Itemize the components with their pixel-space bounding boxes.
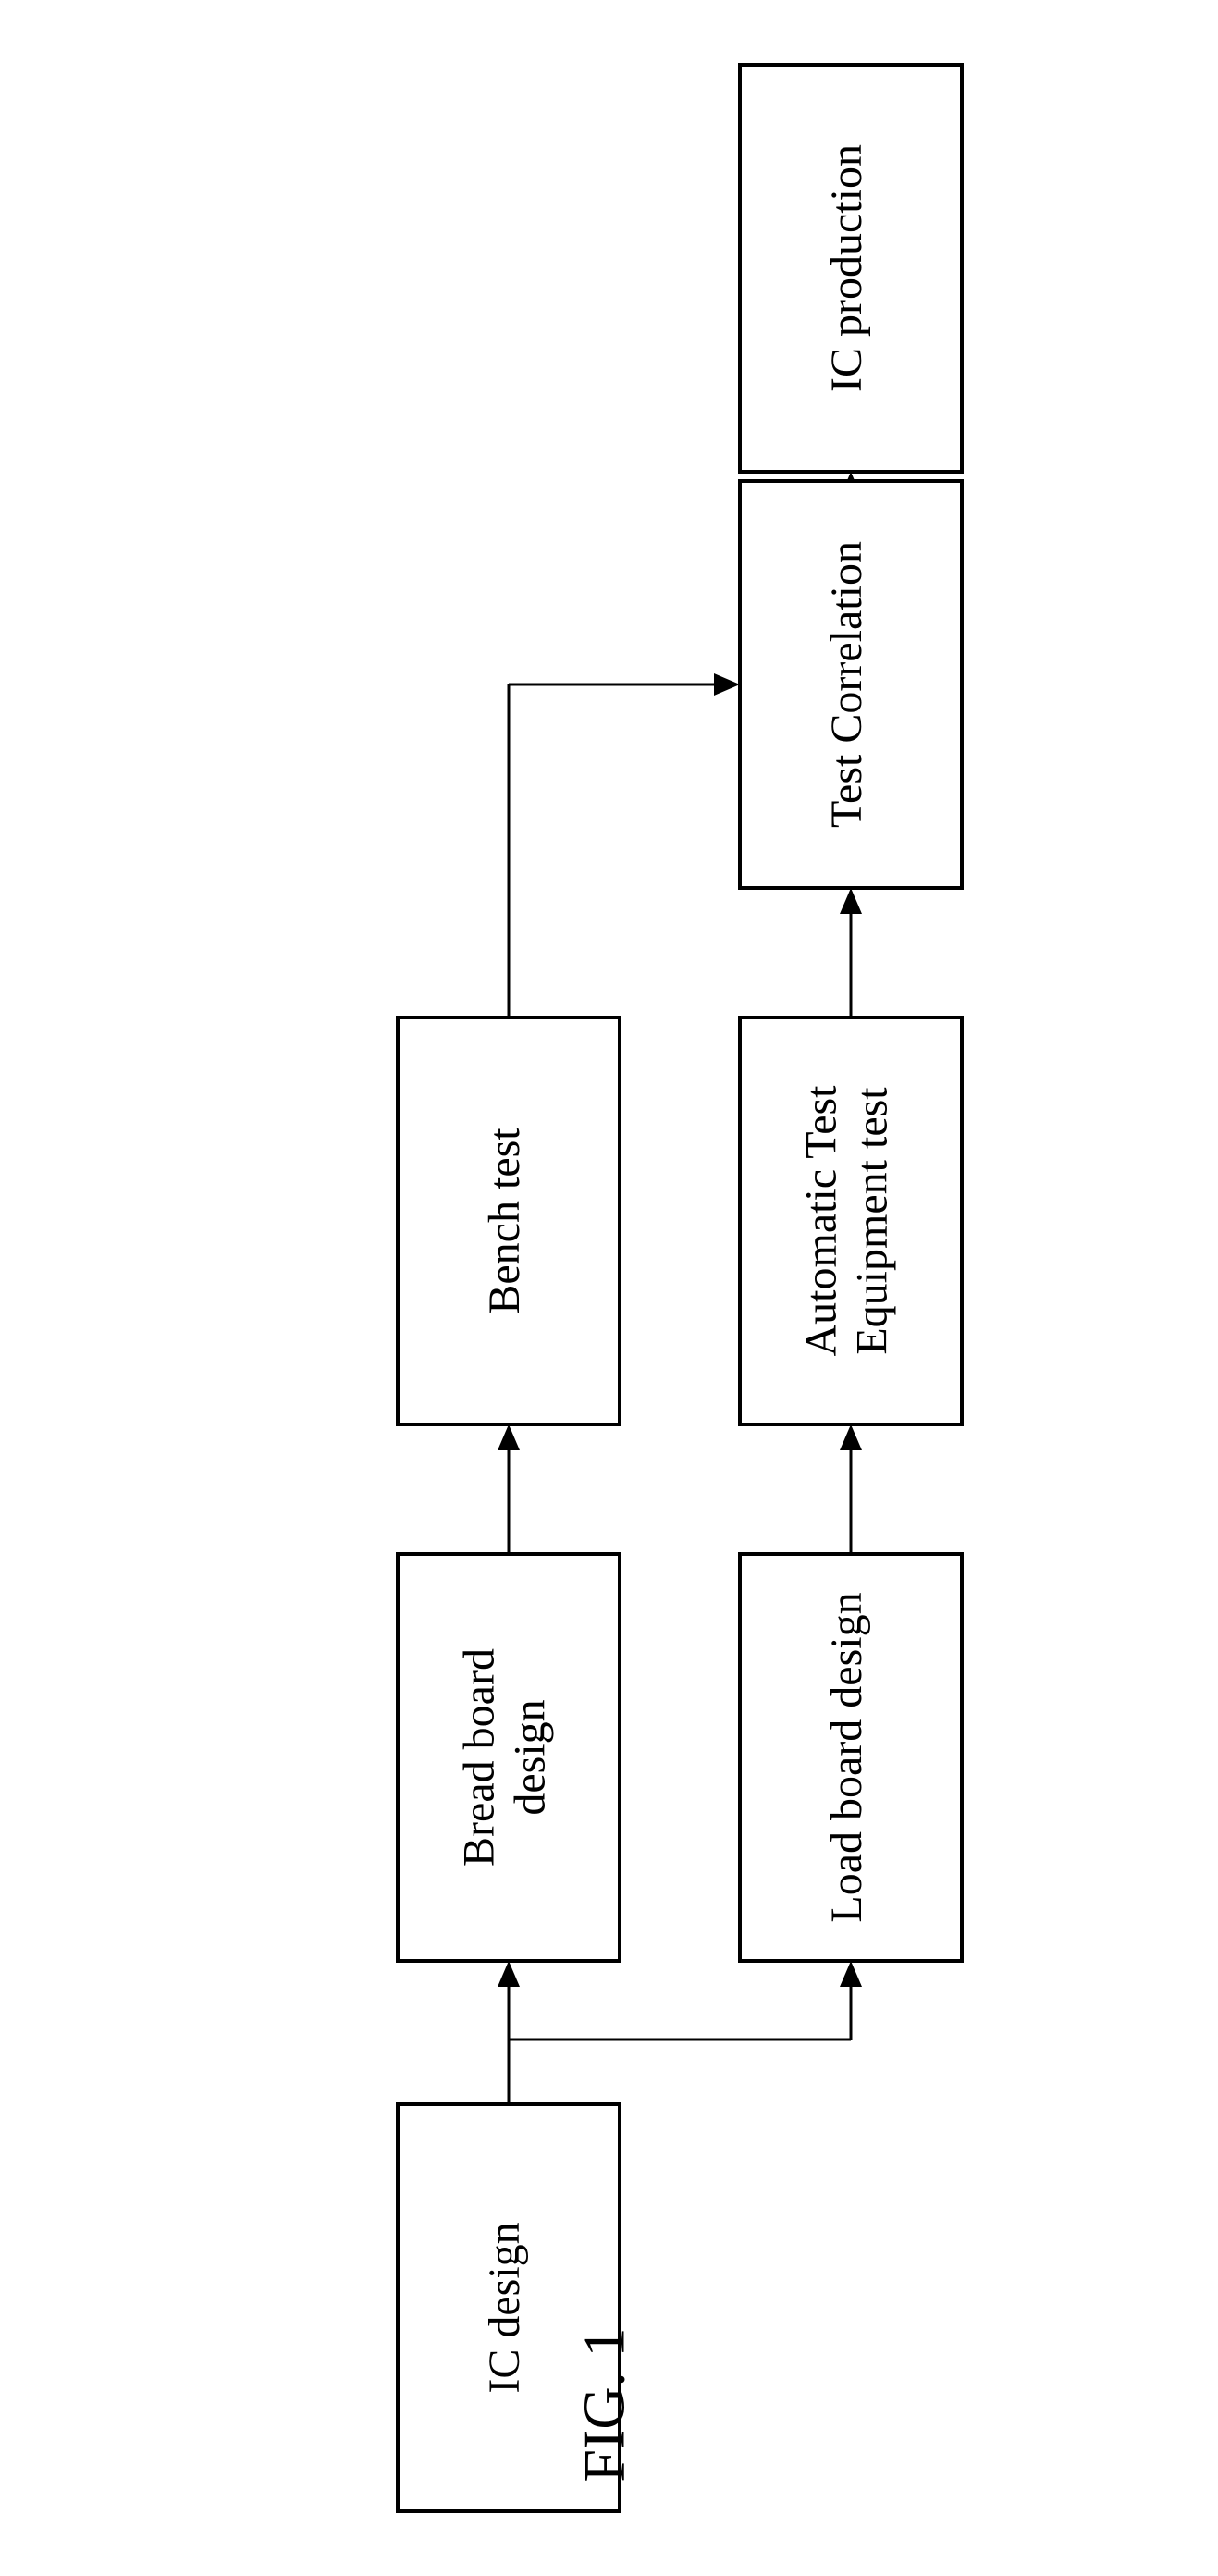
bench_test-label: Bench test	[480, 1128, 529, 1314]
svg-text:Bench test: Bench test	[480, 1128, 529, 1314]
svg-text:IC design: IC design	[480, 2222, 529, 2393]
svg-text:Test Correlation: Test Correlation	[822, 541, 871, 828]
figure-label: FIG. 1	[572, 2327, 637, 2482]
ic_design-label: IC design	[480, 2222, 529, 2393]
svg-text:FIG. 1: FIG. 1	[572, 2327, 637, 2482]
test_corr-label: Test Correlation	[822, 541, 871, 828]
load_board-label: Load board design	[822, 1592, 871, 1922]
ic_production-label: IC production	[822, 144, 871, 392]
svg-text:IC production: IC production	[822, 144, 871, 392]
svg-text:Load board design: Load board design	[822, 1592, 871, 1922]
